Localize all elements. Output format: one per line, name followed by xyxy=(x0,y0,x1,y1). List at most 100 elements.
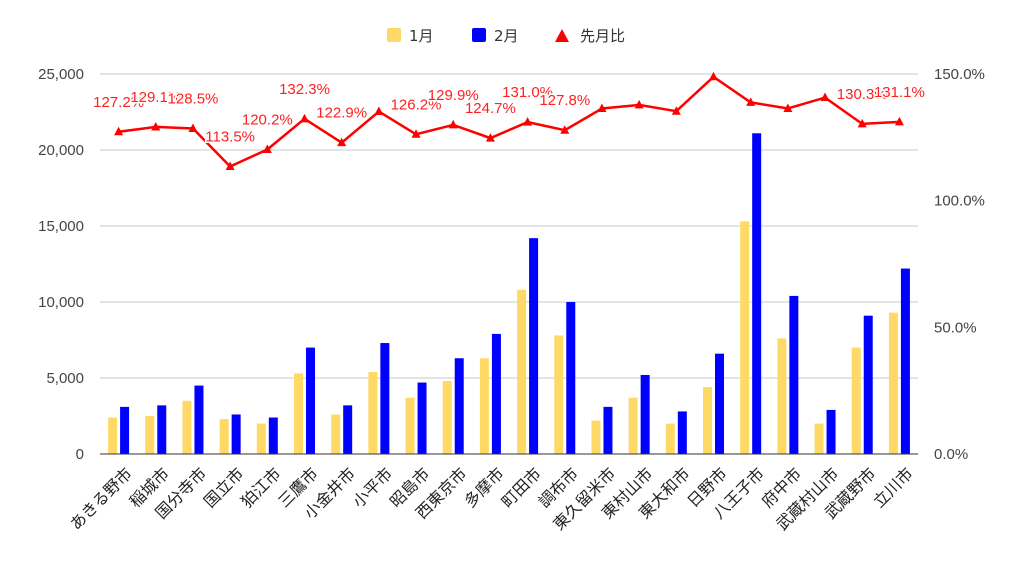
bar-2m xyxy=(268,417,278,454)
bar-1m xyxy=(479,358,489,454)
ratio-data-label: 131.1% xyxy=(874,84,925,101)
y-right-tick-label: 50.0% xyxy=(934,319,977,336)
y-right-tick-label: 100.0% xyxy=(934,193,985,210)
ratio-data-label: 113.5% xyxy=(205,128,255,145)
x-category-label: 町田市 xyxy=(498,464,545,511)
bar-1m xyxy=(405,397,415,454)
bar-1m xyxy=(108,417,118,454)
bar-2m xyxy=(417,382,427,454)
ratio-data-label: 129.9% xyxy=(428,87,479,104)
legend-swatch-2 xyxy=(472,28,486,42)
bar-2m xyxy=(752,133,762,454)
ratio-marker xyxy=(262,144,272,153)
bar-1m xyxy=(851,347,861,454)
bar-1m xyxy=(814,423,824,454)
ratio-line-path xyxy=(118,75,900,169)
x-category-label: 狛江市 xyxy=(237,464,284,511)
x-category-label: 小平市 xyxy=(349,464,396,511)
ratio-marker xyxy=(337,137,347,147)
ratio-marker xyxy=(151,121,161,131)
ratio-marker xyxy=(411,129,421,138)
legend-swatch-1 xyxy=(387,28,401,42)
ratio-data-label: 126.2% xyxy=(391,96,442,113)
y-axis-left: 0 5,000 10,000 15,000 20,000 25,000 xyxy=(38,66,84,463)
x-axis: あきる野市稲城市国分寺市国立市狛江市三鷹市小金井市小平市昭島市西東京市多摩市町田… xyxy=(66,453,918,534)
ratio-marker xyxy=(597,103,607,112)
bar-2m xyxy=(306,347,315,454)
bar-1m xyxy=(665,423,675,454)
ratio-marker xyxy=(225,161,235,170)
y-left-tick-label: 10,000 xyxy=(38,294,84,311)
x-category-label: 多摩市 xyxy=(460,464,507,511)
bar-1m xyxy=(331,414,341,454)
bar-1m xyxy=(554,335,564,454)
y-left-tick-label: 5,000 xyxy=(46,370,84,387)
bar-2m xyxy=(194,385,204,454)
bar-2m xyxy=(491,333,501,454)
ratio-marker xyxy=(300,113,309,123)
ratio-marker xyxy=(671,106,681,115)
ratio-data-label: 127.2% xyxy=(93,94,144,111)
ratio-marker xyxy=(894,116,904,126)
bar-2m xyxy=(454,358,464,454)
legend: 1月 2月 先月比 xyxy=(387,27,625,45)
ratio-data-label: 132.3% xyxy=(279,81,330,98)
ratio-marker xyxy=(783,103,793,112)
legend-label-1: 1月 xyxy=(409,27,434,45)
bar-2m xyxy=(120,406,130,454)
x-category-label: 立川市 xyxy=(869,464,916,511)
bar-2m xyxy=(157,405,167,454)
ratio-data-label: 130.3% xyxy=(837,86,888,103)
ratio-marker xyxy=(523,117,533,126)
bar-2m xyxy=(900,268,910,454)
bar-1m xyxy=(777,338,787,454)
bar-1m xyxy=(294,373,303,454)
ratio-data-label: 127.8% xyxy=(539,92,590,109)
ratio-labels: 127.2%129.1%128.5% 113.5%120.2% 132.3% 122.… xyxy=(92,79,927,147)
bar-2m xyxy=(603,406,613,454)
ratio-data-label: 124.7% xyxy=(465,100,516,117)
y-left-tick-label: 20,000 xyxy=(38,142,84,159)
bar-2m xyxy=(529,238,539,454)
ratio-marker xyxy=(448,119,458,129)
y-axis-right: 0.0% 50.0% 100.0% 150.0% xyxy=(934,66,985,463)
ratio-marker xyxy=(634,99,644,109)
ratio-marker xyxy=(188,123,198,132)
ratio-marker xyxy=(820,92,830,102)
ratio-data-label: 120.2% xyxy=(242,111,293,128)
y-right-tick-label: 150.0% xyxy=(934,66,985,83)
bar-1m xyxy=(703,387,712,454)
bar-1m xyxy=(888,312,898,454)
bar-2m xyxy=(640,374,650,454)
y-left-tick-label: 25,000 xyxy=(38,66,84,83)
bar-1m xyxy=(219,419,229,454)
legend-label-3: 先月比 xyxy=(580,27,625,45)
legend-marker-3 xyxy=(555,29,569,42)
bar-2m xyxy=(715,353,724,454)
bars xyxy=(108,133,910,454)
bar-1m xyxy=(740,221,750,454)
x-category-label: 国立市 xyxy=(200,464,247,511)
bar-2m xyxy=(566,302,576,454)
bar-1m xyxy=(517,289,527,454)
bar-1m xyxy=(145,416,155,454)
bar-1m xyxy=(368,371,378,454)
bar-2m xyxy=(826,409,836,454)
ratio-data-label: 131.0% xyxy=(502,84,553,101)
bar-1m xyxy=(628,397,638,454)
ratio-marker xyxy=(374,106,384,115)
ratio-marker xyxy=(857,118,867,128)
bar-2m xyxy=(231,414,241,454)
bar-1m xyxy=(442,381,452,454)
ratio-marker xyxy=(709,71,718,81)
ratio-data-label: 128.5% xyxy=(168,90,219,107)
y-left-tick-label: 15,000 xyxy=(38,218,84,235)
ratio-data-label: 129.1% xyxy=(130,89,181,106)
ratio-data-label: 122.9% xyxy=(316,105,367,122)
bar-2m xyxy=(863,315,873,454)
ratio-marker xyxy=(114,126,124,136)
legend-label-2: 2月 xyxy=(494,27,519,45)
bar-2m xyxy=(343,405,353,454)
bar-1m xyxy=(591,420,601,454)
